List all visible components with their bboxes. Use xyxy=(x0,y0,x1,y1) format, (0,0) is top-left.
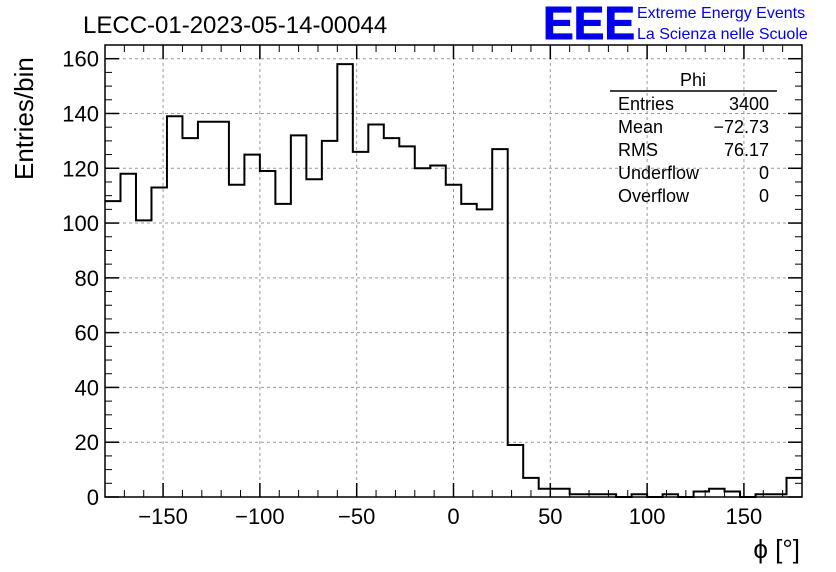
stats-row-label: Entries xyxy=(618,94,674,114)
histogram-bin xyxy=(167,116,182,497)
histogram-bin xyxy=(182,138,197,497)
x-tick-label: 50 xyxy=(538,504,562,529)
x-tick-label: −50 xyxy=(338,504,375,529)
eee-logo: EEE Extreme Energy Events La Scienza nel… xyxy=(543,0,808,50)
y-tick-label: 40 xyxy=(75,375,99,400)
histogram-bin xyxy=(477,209,492,497)
histogram-bin xyxy=(368,124,383,497)
logo-line-2: La Scienza nelle Scuole xyxy=(637,26,808,43)
stats-row-label: Overflow xyxy=(618,186,690,206)
histogram-bin xyxy=(105,201,120,497)
stats-row-value: 0 xyxy=(759,163,769,183)
stats-box: Phi Entries 3400 Mean −72.73 RMS 76.17 Underfl… xyxy=(610,70,777,206)
logo-mark: EEE xyxy=(543,0,635,49)
x-axis: −150 −100 −50 0 50 100 150 xyxy=(104,45,803,529)
y-tick-label: 120 xyxy=(62,156,99,181)
histogram-bin xyxy=(291,135,306,497)
histogram-bin xyxy=(275,204,290,497)
stats-row-value: 3400 xyxy=(729,94,769,114)
x-tick-label: 150 xyxy=(726,504,763,529)
histogram-bin xyxy=(120,174,135,497)
stats-title: Phi xyxy=(680,70,706,90)
histogram-bin xyxy=(198,122,213,497)
histogram-bin xyxy=(306,179,321,497)
histogram-bin xyxy=(322,141,337,497)
histogram-bin xyxy=(461,204,476,497)
x-tick-label: 0 xyxy=(447,504,459,529)
histogram-bin xyxy=(709,489,724,497)
y-tick-label: 20 xyxy=(75,430,99,455)
histogram-bin xyxy=(787,478,802,497)
y-tick-label: 100 xyxy=(62,211,99,236)
histogram-bin xyxy=(430,166,445,497)
stats-row-label: RMS xyxy=(618,140,658,160)
histogram-bin xyxy=(415,168,430,497)
histogram-bin xyxy=(399,146,414,497)
histogram-bin xyxy=(213,122,228,497)
stats-row-label: Underflow xyxy=(618,163,700,183)
histogram-bin xyxy=(136,220,151,497)
histogram-bin xyxy=(446,185,461,497)
x-tick-label: 100 xyxy=(629,504,666,529)
y-tick-label: 160 xyxy=(62,47,99,72)
x-tick-label: −100 xyxy=(235,504,285,529)
x-axis-label: ϕ [°] xyxy=(753,534,800,564)
histogram-bin xyxy=(492,149,507,497)
histogram-bin xyxy=(337,64,352,497)
histogram-bin xyxy=(260,171,275,497)
y-tick-label: 80 xyxy=(75,266,99,291)
y-axis: 0 20 40 60 80 100 120 140 160 xyxy=(62,44,802,510)
histogram-bin xyxy=(554,489,569,497)
chart-title: LECC-01-2023-05-14-00044 xyxy=(83,12,387,39)
histogram-bin xyxy=(539,489,554,497)
histogram-bin xyxy=(508,445,523,497)
y-axis-label: Entries/bin xyxy=(9,57,39,180)
stats-row-label: Mean xyxy=(618,117,663,137)
histogram-bin xyxy=(151,187,166,497)
y-tick-label: 0 xyxy=(87,485,99,510)
histogram-bin xyxy=(229,185,244,497)
y-tick-label: 60 xyxy=(75,321,99,346)
histogram-bin xyxy=(384,138,399,497)
y-tick-label: 140 xyxy=(62,101,99,126)
histogram-bin xyxy=(353,152,368,497)
histogram-bin xyxy=(244,155,259,497)
stats-rows: Entries 3400 Mean −72.73 RMS 76.17 Underflow 0 O… xyxy=(618,94,769,206)
stats-row-value: 76.17 xyxy=(724,140,769,160)
stats-row-value: 0 xyxy=(759,186,769,206)
x-tick-label: −150 xyxy=(138,504,188,529)
stats-row-value: −72.73 xyxy=(713,117,769,137)
logo-line-1: Extreme Energy Events xyxy=(637,5,805,22)
